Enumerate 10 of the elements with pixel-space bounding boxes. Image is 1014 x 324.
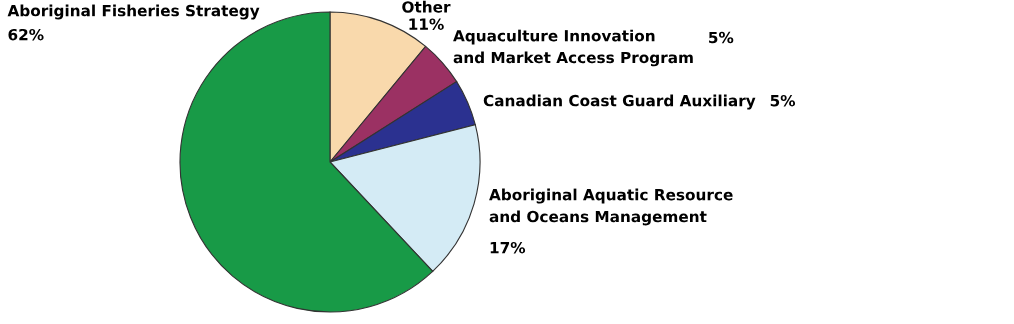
slice-label: Canadian Coast Guard Auxiliary [483,94,756,110]
data-label: 5% [709,31,734,44]
slice-label: Aboriginal Fisheries Strategy [7,4,260,20]
data-label: 5% [770,94,796,107]
slice-label: Other [402,0,451,13]
slice-label: Aboriginal Aquatic Resource and Oceans Management [489,188,733,226]
data-label: 17% [490,241,526,254]
data-label: 11% [409,18,444,30]
slice-label: Aquaculture Innovation and Market Access Program [453,29,693,67]
data-label: 62% [8,28,44,41]
